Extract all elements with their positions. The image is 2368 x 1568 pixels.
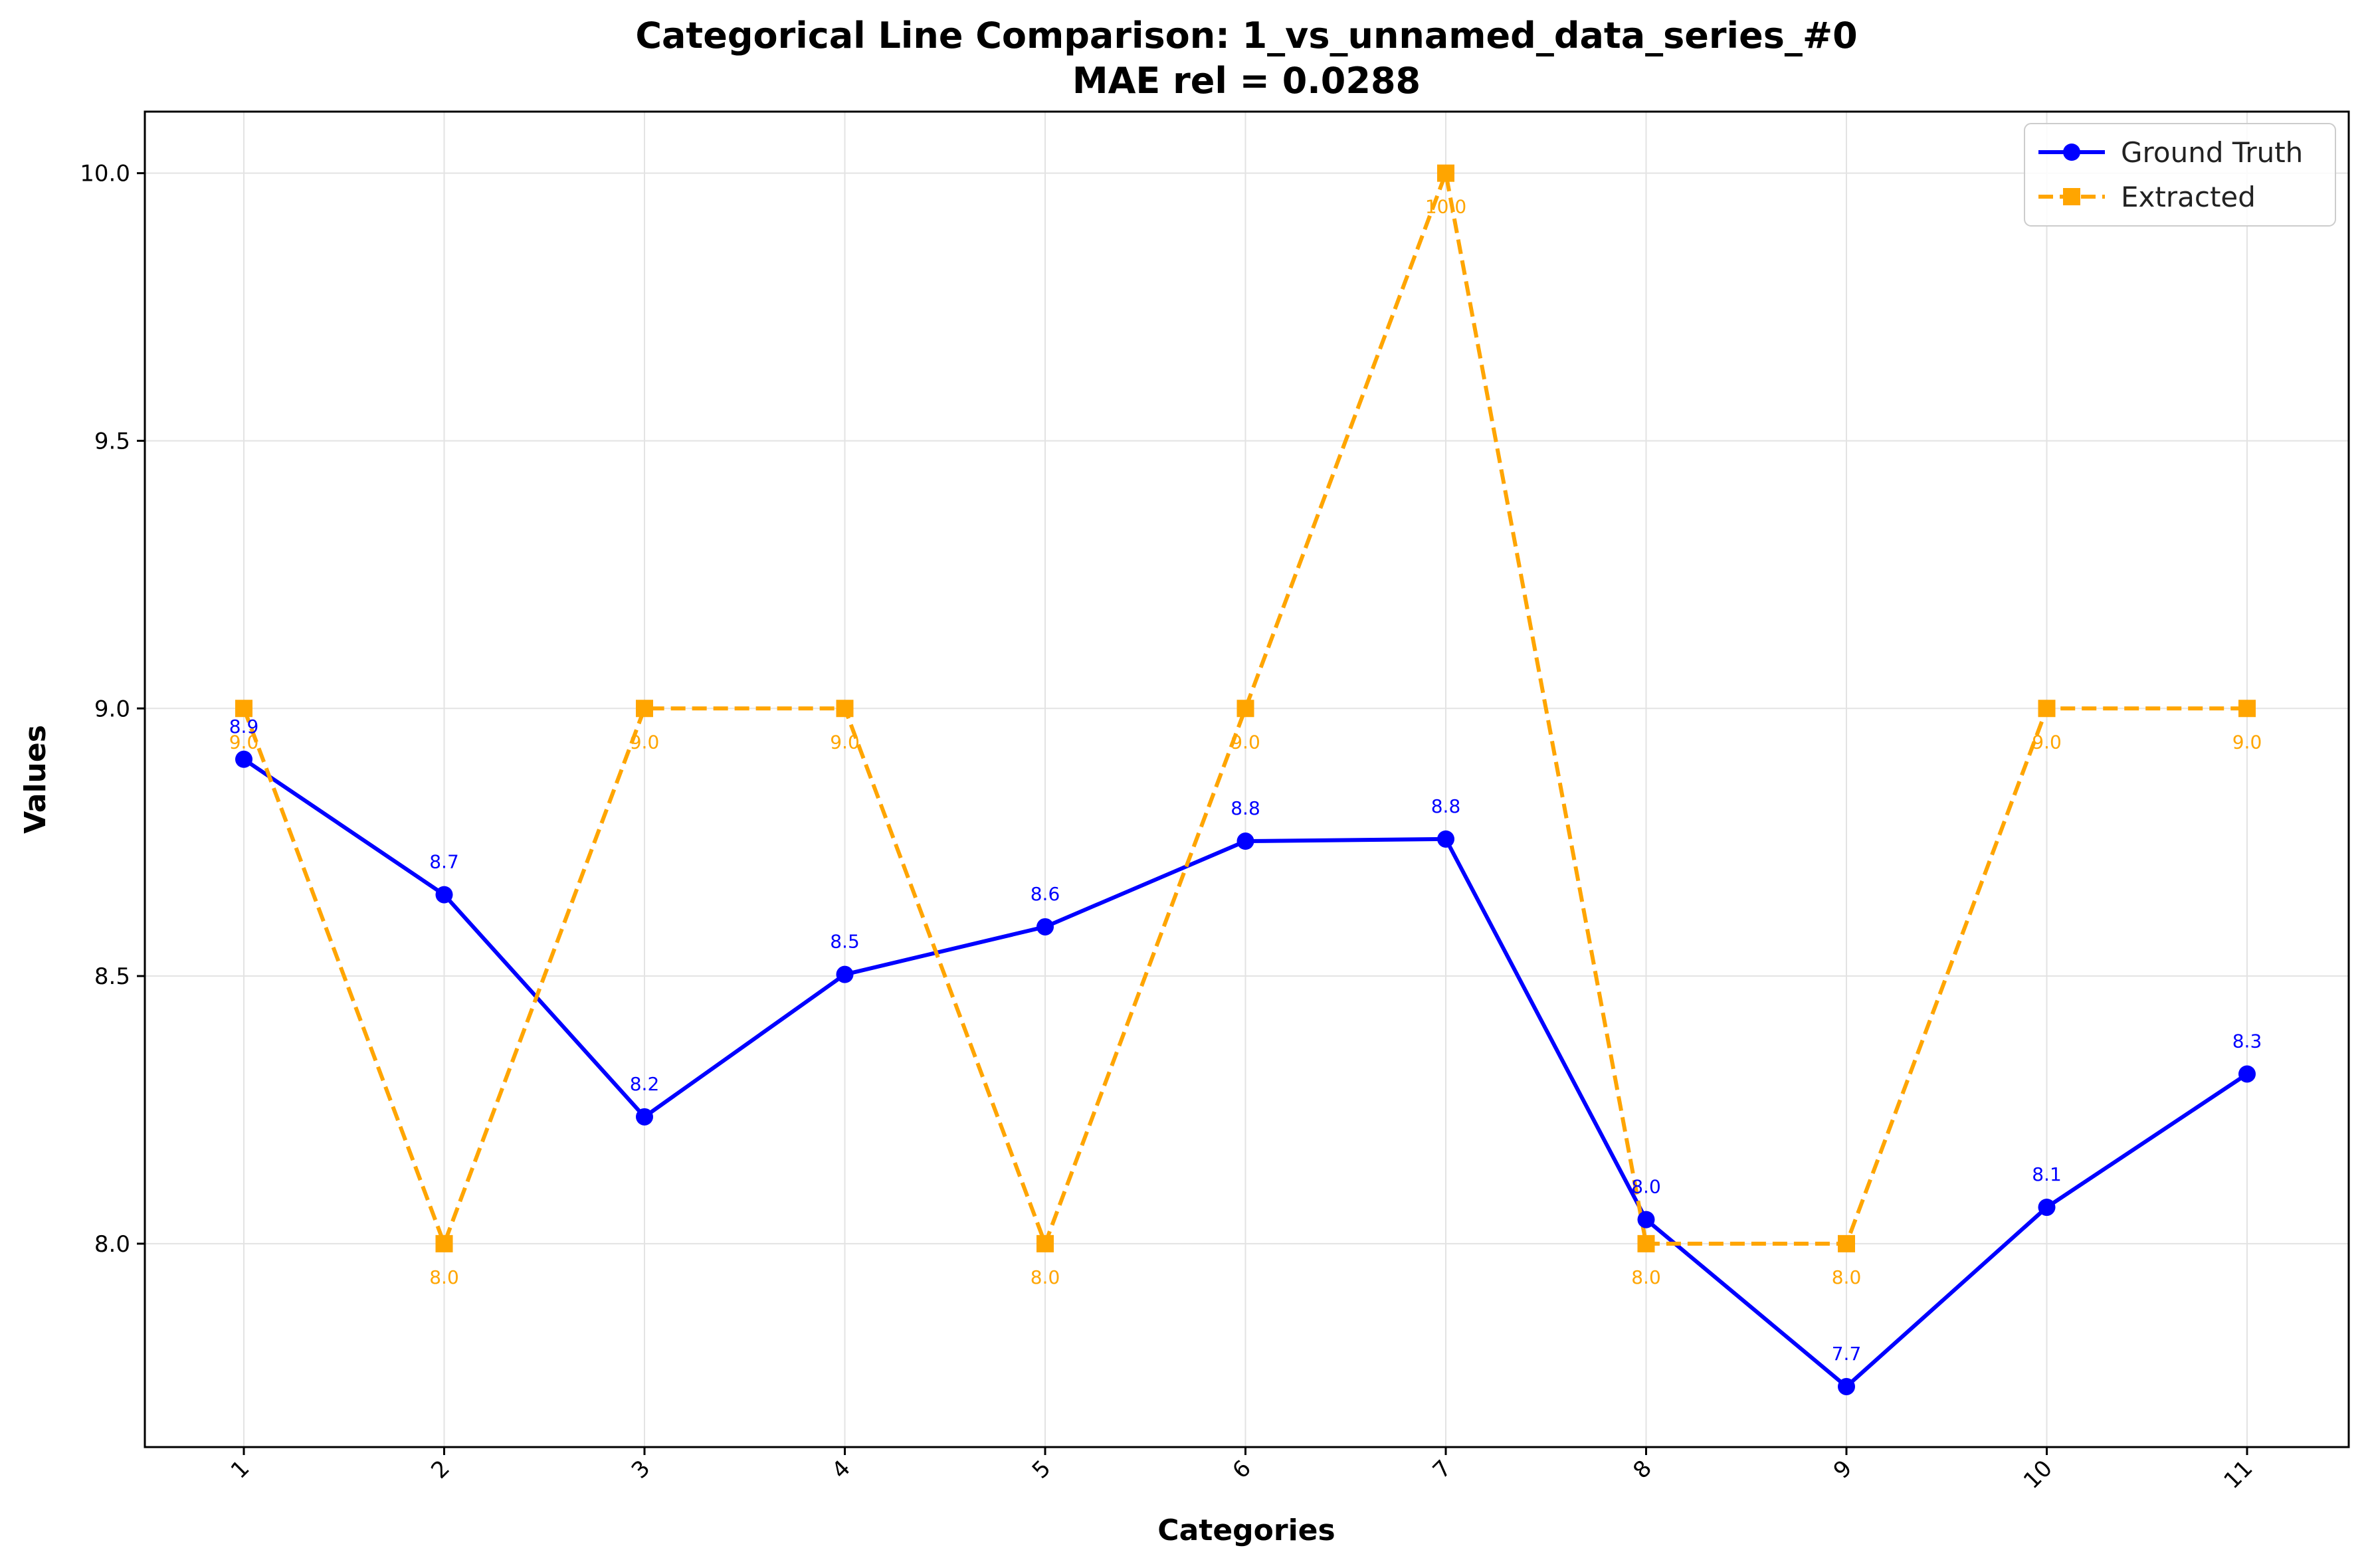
data-label: 9.0 — [1231, 731, 1260, 753]
legend: Ground Truth Extracted — [2024, 123, 2336, 227]
data-label: 8.2 — [630, 1073, 660, 1095]
data-point-marker — [435, 886, 453, 904]
legend-box — [2024, 123, 2336, 227]
data-label: 8.8 — [1231, 797, 1260, 819]
data-point-marker — [235, 700, 252, 718]
data-label: 8.0 — [1031, 1266, 1060, 1288]
data-point-marker — [1236, 700, 1254, 718]
legend-ground-truth-marker — [2063, 144, 2080, 161]
legend-extracted-label: Extracted — [2121, 181, 2256, 213]
y-tick-label: 9.5 — [94, 428, 130, 454]
data-point-marker — [235, 750, 252, 768]
data-point-marker — [1236, 833, 1254, 850]
data-label: 7.7 — [1832, 1343, 1862, 1365]
data-label: 8.0 — [1631, 1266, 1661, 1288]
data-label: 9.0 — [630, 731, 660, 753]
y-tick-label: 8.5 — [94, 963, 130, 990]
data-label: 8.0 — [1832, 1266, 1862, 1288]
data-label: 9.0 — [229, 731, 259, 753]
legend-ground-truth-label: Ground Truth — [2121, 136, 2303, 169]
data-label: 8.8 — [1431, 795, 1461, 817]
data-point-marker — [1036, 1234, 1054, 1252]
data-point-marker — [1838, 1234, 1855, 1252]
x-axis-label: Categories — [1157, 1514, 1335, 1547]
data-label: 8.3 — [2232, 1030, 2262, 1052]
chart-title: Categorical Line Comparison: 1_vs_unname… — [635, 15, 1857, 56]
data-label: 8.0 — [429, 1266, 459, 1288]
data-point-marker — [636, 700, 653, 718]
chart-subtitle: MAE rel = 0.0288 — [1072, 60, 1421, 102]
data-point-marker — [836, 700, 854, 718]
data-point-marker — [1838, 1377, 1855, 1395]
data-label: 10.0 — [1425, 196, 1466, 218]
data-point-marker — [435, 1234, 453, 1252]
y-tick-label: 9.0 — [94, 696, 130, 722]
data-label: 9.0 — [2032, 731, 2062, 753]
data-label: 8.5 — [830, 931, 860, 953]
series-line — [242, 171, 2247, 1246]
series-markers — [235, 164, 2256, 1395]
data-point-marker — [2038, 1199, 2056, 1217]
y-axis-label: Values — [19, 725, 52, 834]
data-labels: 8.9 8.7 8.2 8.5 8.6 8.8 8.8 8.0 7.7 8.1 8.3 9.0 8.0 9… — [229, 196, 2262, 1365]
data-point-marker — [1437, 164, 1454, 182]
data-point-marker — [1637, 1211, 1655, 1228]
y-tick-label: 10.0 — [80, 161, 130, 187]
data-point-marker — [1036, 918, 1054, 935]
data-label: 9.0 — [2232, 731, 2262, 753]
data-label: 8.1 — [2032, 1163, 2062, 1185]
data-point-marker — [1637, 1234, 1655, 1252]
data-point-marker — [1437, 830, 1454, 848]
data-point-marker — [636, 1108, 653, 1126]
data-point-marker — [2038, 700, 2056, 718]
data-point-marker — [2238, 1065, 2256, 1083]
data-label: 8.9 — [229, 716, 259, 737]
data-label: 9.0 — [830, 731, 860, 753]
plot-frame — [144, 110, 2350, 1448]
data-label: 8.6 — [1031, 883, 1060, 905]
data-label: 8.0 — [1631, 1176, 1661, 1198]
legend-extracted-marker — [2063, 188, 2080, 205]
data-point-marker — [836, 965, 854, 983]
data-point-marker — [2238, 700, 2256, 718]
data-label: 8.7 — [429, 851, 459, 873]
y-tick-label: 8.0 — [94, 1231, 130, 1258]
